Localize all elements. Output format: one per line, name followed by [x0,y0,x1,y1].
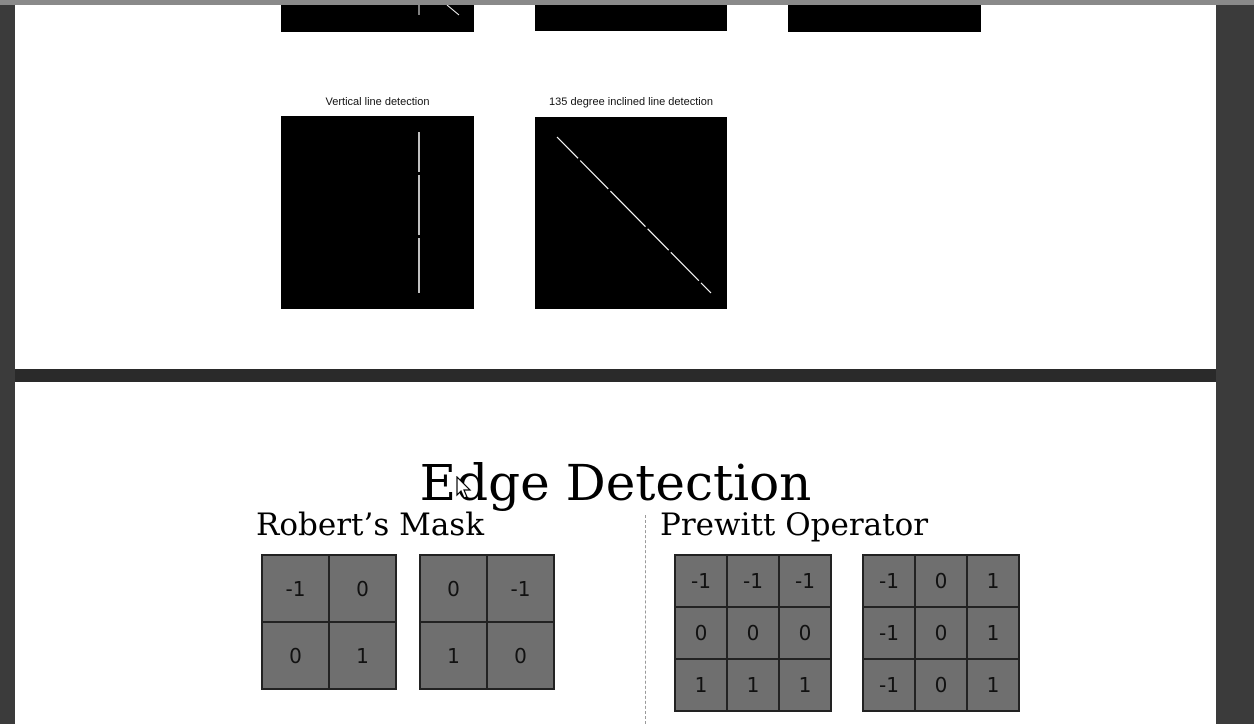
mask-cell: 1 [779,659,831,711]
column-divider [645,515,646,724]
mask-cell: 0 [915,555,967,607]
mask-cell: 1 [675,659,727,711]
mask-cell: 0 [420,555,487,622]
page-gap [15,369,1216,382]
mask-cell: 0 [487,622,554,689]
mask-cell: 1 [967,659,1019,711]
robert-mask-1: -1 0 0 1 [261,554,397,690]
robert-mask-2: 0 -1 1 0 [419,554,555,690]
slide-title: Edge Detection [419,454,812,512]
prewitt-mask-2: -1 0 1 -1 0 1 -1 0 1 [862,554,1020,712]
prewitt-mask-1: -1 -1 -1 0 0 0 1 1 1 [674,554,832,712]
mask-cell: -1 [863,555,915,607]
mask-cell: 1 [727,659,779,711]
top-middle-image [535,5,727,31]
mask-cell: 0 [915,659,967,711]
vertical-line-caption: Vertical line detection [325,96,430,108]
robert-heading: Robert’s Mask [256,507,485,543]
prewitt-heading: Prewitt Operator [660,507,929,543]
mouse-pointer-icon [456,475,472,506]
top-right-image [788,5,981,32]
mask-cell: -1 [779,555,831,607]
vertical-line-drawing [418,132,420,294]
mask-cell: 1 [967,555,1019,607]
mask-cell: 1 [329,622,396,689]
mask-cell: 0 [915,607,967,659]
mask-cell: 0 [262,622,329,689]
top-left-image-lines [418,4,460,16]
mask-cell: 0 [779,607,831,659]
mask-cell: 1 [420,622,487,689]
inclined-line-drawing [556,136,712,294]
mask-cell: -1 [262,555,329,622]
mask-cell: 0 [329,555,396,622]
document-page-2[interactable]: Edge Detection Robert’s Mask Prewitt Ope… [15,382,1216,724]
vertical-line-image [281,116,474,309]
mask-cell: -1 [863,607,915,659]
mask-cell: 0 [675,607,727,659]
top-left-image [281,4,474,32]
document-page-1[interactable]: Vertical line detection 135 degree incli… [15,4,1216,369]
mask-cell: -1 [675,555,727,607]
mask-cell: 0 [727,607,779,659]
inclined-line-image [535,117,727,309]
mask-cell: -1 [487,555,554,622]
mask-cell: -1 [863,659,915,711]
inclined-line-caption: 135 degree inclined line detection [549,96,713,108]
mask-cell: 1 [967,607,1019,659]
mask-cell: -1 [727,555,779,607]
viewer-top-bar [0,0,1254,5]
